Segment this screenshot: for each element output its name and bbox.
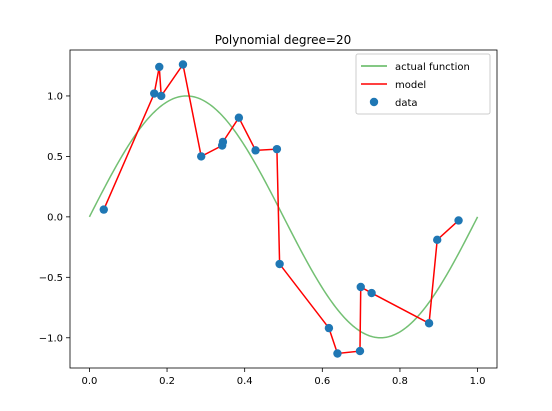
axes-frame [69, 49, 498, 369]
data-point [197, 152, 206, 161]
data-point [356, 282, 365, 292]
data-point [324, 323, 334, 333]
data-point [150, 89, 159, 98]
legend-label-model: model [395, 80, 426, 91]
y-tick-label: 1.0 [47, 91, 63, 102]
legend-label-actual-function: actual function [395, 62, 470, 73]
data-point [234, 113, 244, 122]
data-point [433, 235, 442, 245]
data-point [367, 288, 376, 298]
data-point [454, 216, 463, 225]
y-tick-label: 0.5 [47, 152, 63, 163]
x-tick-label: 0.0 [81, 376, 97, 387]
x-tick-label: 0.8 [392, 376, 408, 387]
data-point [218, 137, 228, 147]
data-point [155, 62, 164, 72]
legend-label-data: data [395, 98, 418, 109]
data-point [333, 349, 342, 358]
y-tick-label: 0.0 [47, 212, 63, 223]
legend-box [355, 53, 491, 115]
plot-area: 0.0 0.2 0.4 0.6 0.8 1.0 −1.0 −0.5 0.0 0.5 1.0 [39, 49, 498, 387]
series-actual-function-line [88, 95, 479, 339]
y-tick-label: −1.0 [39, 333, 63, 344]
legend: actual function model data [355, 53, 491, 115]
data-point [272, 144, 282, 154]
x-tick-label: 1.0 [470, 376, 486, 387]
data-point [355, 346, 365, 356]
chart-title: Polynomial degree=20 [215, 33, 351, 47]
legend-swatch-data [369, 97, 379, 107]
x-tick-label: 0.6 [314, 376, 330, 387]
data-point [157, 91, 166, 101]
x-tick-label: 0.4 [237, 376, 253, 387]
data-point [251, 146, 260, 155]
data-point [99, 205, 108, 214]
data-point [178, 60, 188, 69]
data-point [424, 319, 434, 328]
y-tick-label: −0.5 [39, 273, 63, 284]
data-point [275, 259, 284, 269]
x-tick-label: 0.2 [159, 376, 175, 387]
